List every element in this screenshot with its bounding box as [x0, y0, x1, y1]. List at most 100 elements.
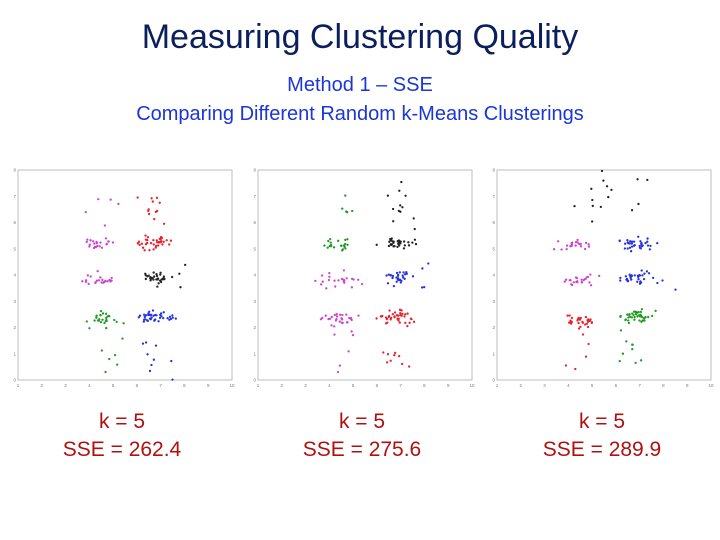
data-point [625, 340, 628, 343]
y-tick-label: 1 [13, 351, 16, 356]
data-point [340, 277, 344, 281]
data-point [159, 271, 162, 274]
data-point [121, 337, 124, 340]
data-point [618, 239, 621, 242]
data-point [375, 317, 378, 320]
data-point [99, 314, 102, 317]
data-point [147, 312, 150, 315]
data-point [636, 178, 639, 181]
data-point [393, 353, 396, 357]
data-point [343, 281, 346, 284]
y-tick-label: 0 [13, 378, 16, 383]
data-point [333, 313, 336, 317]
data-point [162, 222, 166, 225]
data-point [632, 240, 636, 243]
data-point [158, 316, 162, 319]
data-point [156, 278, 159, 281]
data-point [565, 247, 568, 251]
data-point [159, 273, 162, 276]
data-point [143, 315, 146, 319]
data-point [148, 212, 151, 216]
data-point [570, 316, 574, 320]
data-point [160, 278, 163, 281]
data-point [646, 244, 650, 247]
data-point [157, 320, 160, 323]
data-point [619, 276, 622, 280]
data-point [141, 246, 145, 249]
data-point [98, 318, 101, 321]
data-point [398, 308, 402, 311]
data-point [165, 239, 168, 242]
data-point [403, 273, 407, 276]
data-point [327, 239, 330, 243]
data-point [630, 245, 634, 248]
data-point [637, 275, 640, 279]
data-point [159, 236, 163, 239]
data-point [142, 320, 145, 323]
data-point [647, 272, 651, 275]
data-point [674, 288, 677, 291]
data-point [395, 271, 399, 274]
data-point [333, 279, 336, 282]
data-point [414, 242, 418, 246]
data-point [162, 240, 165, 243]
data-point [146, 353, 149, 356]
data-point [171, 275, 174, 279]
data-point [179, 286, 182, 289]
data-point [144, 243, 148, 246]
slide-subtitle-method: Method 1 – SSE [287, 74, 433, 96]
data-point [633, 315, 636, 319]
data-point [587, 318, 590, 321]
x-tick-label: 7 [399, 383, 402, 388]
data-point [391, 312, 394, 316]
data-point [393, 245, 396, 248]
data-point [346, 211, 349, 214]
data-point [170, 359, 173, 363]
data-point [582, 278, 585, 282]
data-point [162, 275, 166, 278]
data-point [104, 279, 107, 283]
data-point [586, 275, 589, 279]
data-point [563, 280, 566, 283]
data-point [149, 277, 152, 280]
data-point [401, 312, 404, 316]
data-point [580, 278, 583, 281]
data-point [155, 239, 158, 242]
data-point [587, 342, 590, 346]
data-point [607, 195, 610, 199]
data-point [407, 244, 411, 247]
data-point [645, 270, 649, 273]
data-point [104, 312, 108, 315]
data-point [396, 245, 399, 249]
data-point [389, 274, 392, 277]
data-point [634, 311, 638, 314]
data-point [320, 274, 324, 277]
data-point [106, 315, 109, 318]
data-point [638, 244, 641, 248]
y-tick-label: 6 [13, 220, 16, 225]
data-point [149, 313, 153, 316]
x-tick-label: 3 [64, 383, 67, 388]
data-point [104, 370, 107, 374]
data-point [587, 245, 591, 248]
x-tick-label: 2 [520, 383, 523, 388]
k-label-1: k = 5 [98, 410, 146, 433]
data-point [661, 279, 664, 282]
data-point [630, 274, 633, 277]
data-point [95, 314, 98, 317]
data-point [569, 279, 572, 282]
data-point [637, 278, 640, 281]
data-point [398, 271, 401, 274]
data-point [630, 209, 634, 212]
k-label-3: k = 5 [578, 410, 626, 433]
data-point [640, 308, 644, 311]
data-point [581, 333, 585, 336]
data-point [646, 237, 649, 240]
data-point [152, 358, 156, 361]
data-point [328, 275, 331, 278]
data-point [108, 278, 111, 282]
data-point [396, 317, 399, 320]
data-point [344, 238, 347, 242]
data-point [346, 238, 349, 241]
data-point [137, 316, 140, 319]
